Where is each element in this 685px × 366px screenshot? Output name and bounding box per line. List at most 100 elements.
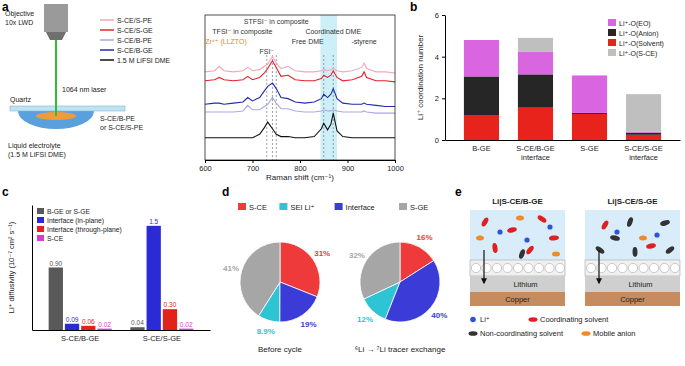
pie-slice xyxy=(360,242,400,299)
bar-segment xyxy=(464,76,499,115)
y-axis xyxy=(32,206,33,331)
legend-label: Interface xyxy=(346,203,375,212)
reference-line xyxy=(272,55,273,160)
legend-swatch xyxy=(100,59,114,61)
particle xyxy=(482,263,491,272)
legend-label: B-GE or S-GE xyxy=(47,208,91,215)
spectrum-line xyxy=(205,56,395,73)
layer-label: Copper xyxy=(505,295,530,304)
x-axis-tick: 900 xyxy=(342,160,355,173)
legend-swatch xyxy=(100,49,114,51)
objective-lens xyxy=(46,32,66,40)
data-label: 41% xyxy=(223,264,239,273)
x-axis-tick: S-CE/B-GEinterface xyxy=(516,140,554,162)
y-axis-tick: 0 xyxy=(435,136,445,145)
ion-path-arrow xyxy=(598,250,599,283)
tick-label-line: B-GE xyxy=(472,144,490,153)
particle xyxy=(628,263,637,272)
coordinating-solvent xyxy=(507,226,518,233)
tick-label: 1000 xyxy=(387,164,404,173)
coordinating-solvent xyxy=(549,235,559,241)
bar xyxy=(130,327,144,330)
legend-swatch xyxy=(279,203,287,210)
objective-label: 10x LWD xyxy=(5,19,33,26)
x-axis-line xyxy=(446,140,681,141)
annotation: Zr⁴⁺ (LLZTO) xyxy=(205,38,247,46)
particle xyxy=(471,263,480,272)
spectrum-line xyxy=(205,61,395,82)
grouped-bar-chart: 0.900.040.091.50.060.300.020.02S-CE/B-GE… xyxy=(7,206,211,344)
legend-label: S-CE/S-PE xyxy=(117,17,152,24)
x-axis: S-CE/B-GES-CE/S-GE xyxy=(33,330,211,343)
legend-swatch xyxy=(37,235,44,241)
annotation: STFSI⁻ in composite xyxy=(244,18,309,26)
legend-label: S-CE xyxy=(249,203,267,212)
tick-label: 6 xyxy=(435,11,439,20)
pie: 16%12%40%32% xyxy=(349,233,447,324)
y-axis-tick: 6 xyxy=(435,11,445,20)
particle xyxy=(618,263,627,272)
bar xyxy=(81,326,95,330)
bar-segment xyxy=(572,75,607,113)
legend-swatch xyxy=(37,226,44,232)
legend-label: Li⁺-O(EO) xyxy=(619,20,651,28)
tick-mark xyxy=(348,160,349,163)
non-coordinating-solvent xyxy=(594,245,605,255)
legend-label: Interface (in-plane) xyxy=(47,217,104,225)
legend: S-CESEI Li⁺InterfaceS-GE xyxy=(238,203,428,212)
cell-title: Li|S-CE/S-GE xyxy=(607,197,658,206)
figure: abcdeObjective10x LWD1064 nm laserQuartz… xyxy=(0,0,685,366)
x-axis-tick: 700 xyxy=(247,160,260,173)
data-label: 0.06 xyxy=(82,318,95,325)
bar xyxy=(147,226,161,330)
y-axis-title: Li⁺ coordination number xyxy=(416,34,425,120)
copper-layer xyxy=(470,292,565,306)
tick-mark xyxy=(442,15,445,16)
spectrum-line xyxy=(205,98,395,114)
data-label: 19% xyxy=(301,320,317,329)
legend-label: Mobile anion xyxy=(593,329,636,338)
legend-label: S-GE xyxy=(410,203,428,212)
bar xyxy=(97,329,111,330)
plot-area xyxy=(464,38,661,140)
li-ion xyxy=(524,237,529,242)
particle xyxy=(660,263,669,272)
legend-label: S-CE/B-PE xyxy=(117,37,152,44)
y-axis-tick: 4 xyxy=(435,53,445,62)
bar-segment xyxy=(572,75,607,76)
mobile-anion xyxy=(552,252,560,257)
tick-mark xyxy=(442,57,445,58)
quartz-label: Quartz xyxy=(10,96,32,104)
data-label: 16% xyxy=(417,233,433,242)
pie: 31%8.9%19%41% xyxy=(223,242,330,336)
legend: B-GE or S-GEInterface (in-plane)Interfac… xyxy=(37,208,122,242)
line-chart: 6007008009001000Raman shift (cm⁻¹)Zr⁴⁺ (… xyxy=(100,15,404,182)
particle xyxy=(503,263,512,272)
coordinating-solvent xyxy=(646,242,657,249)
tick-mark xyxy=(442,98,445,99)
legend: S-CE/S-PES-CE/S-GES-CE/B-PES-CE/B-GE1.5 … xyxy=(100,17,171,64)
annotation: Free DME xyxy=(292,38,324,45)
li-ion xyxy=(497,229,502,234)
bar-segment xyxy=(464,40,499,41)
pie-slice xyxy=(280,282,317,322)
tick-label-line: interface xyxy=(629,153,658,162)
coordinating-solvent xyxy=(525,245,535,256)
data-label: 0.30 xyxy=(164,301,177,308)
legend: Li⁺Coordinating solventNon-coordinating … xyxy=(469,315,636,338)
non-coordinating-solvent xyxy=(626,216,634,227)
annotation: -styrene xyxy=(351,38,376,46)
bar-segment xyxy=(464,40,499,76)
data-label: 1.5 xyxy=(149,218,158,225)
data-label: 32% xyxy=(349,251,365,260)
legend-label: 1.5 M LiFSI DME xyxy=(117,57,171,64)
y-axis-tick: 2 xyxy=(435,94,445,103)
cell-title: Li|S-CE/B-GE xyxy=(492,197,543,206)
tick-label: B-GE xyxy=(472,144,490,153)
legend-swatch xyxy=(529,317,538,322)
non-coordinating-solvent xyxy=(665,245,676,255)
li-ion xyxy=(614,229,619,234)
objective xyxy=(44,4,68,32)
legend-label: Li⁺-O(Solvent) xyxy=(619,40,664,48)
tick-label-line: interface xyxy=(521,153,550,162)
